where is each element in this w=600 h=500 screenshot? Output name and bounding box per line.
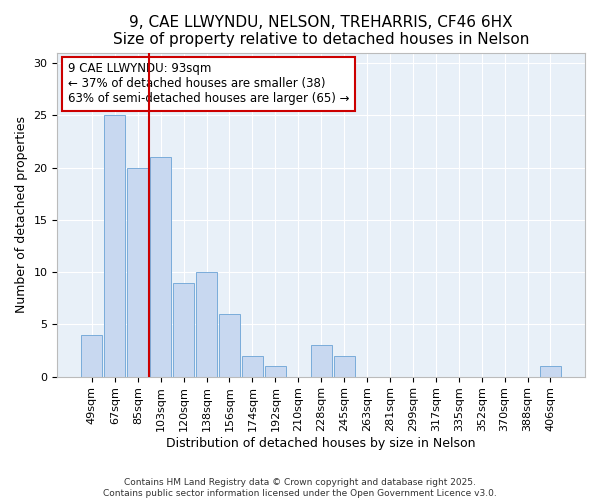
Text: 9 CAE LLWYNDU: 93sqm
← 37% of detached houses are smaller (38)
63% of semi-detac: 9 CAE LLWYNDU: 93sqm ← 37% of detached h…: [68, 62, 349, 106]
Title: 9, CAE LLWYNDU, NELSON, TREHARRIS, CF46 6HX
Size of property relative to detache: 9, CAE LLWYNDU, NELSON, TREHARRIS, CF46 …: [113, 15, 529, 48]
Bar: [82, 335, 103, 376]
Bar: [334, 356, 355, 376]
Bar: [196, 272, 217, 376]
Bar: [173, 282, 194, 376]
Text: Contains HM Land Registry data © Crown copyright and database right 2025.
Contai: Contains HM Land Registry data © Crown c…: [103, 478, 497, 498]
X-axis label: Distribution of detached houses by size in Nelson: Distribution of detached houses by size …: [166, 437, 476, 450]
Y-axis label: Number of detached properties: Number of detached properties: [15, 116, 28, 313]
Bar: [219, 314, 240, 376]
Bar: [127, 168, 148, 376]
Bar: [242, 356, 263, 376]
Bar: [540, 366, 561, 376]
Bar: [104, 116, 125, 376]
Bar: [311, 346, 332, 376]
Bar: [150, 157, 171, 376]
Bar: [265, 366, 286, 376]
